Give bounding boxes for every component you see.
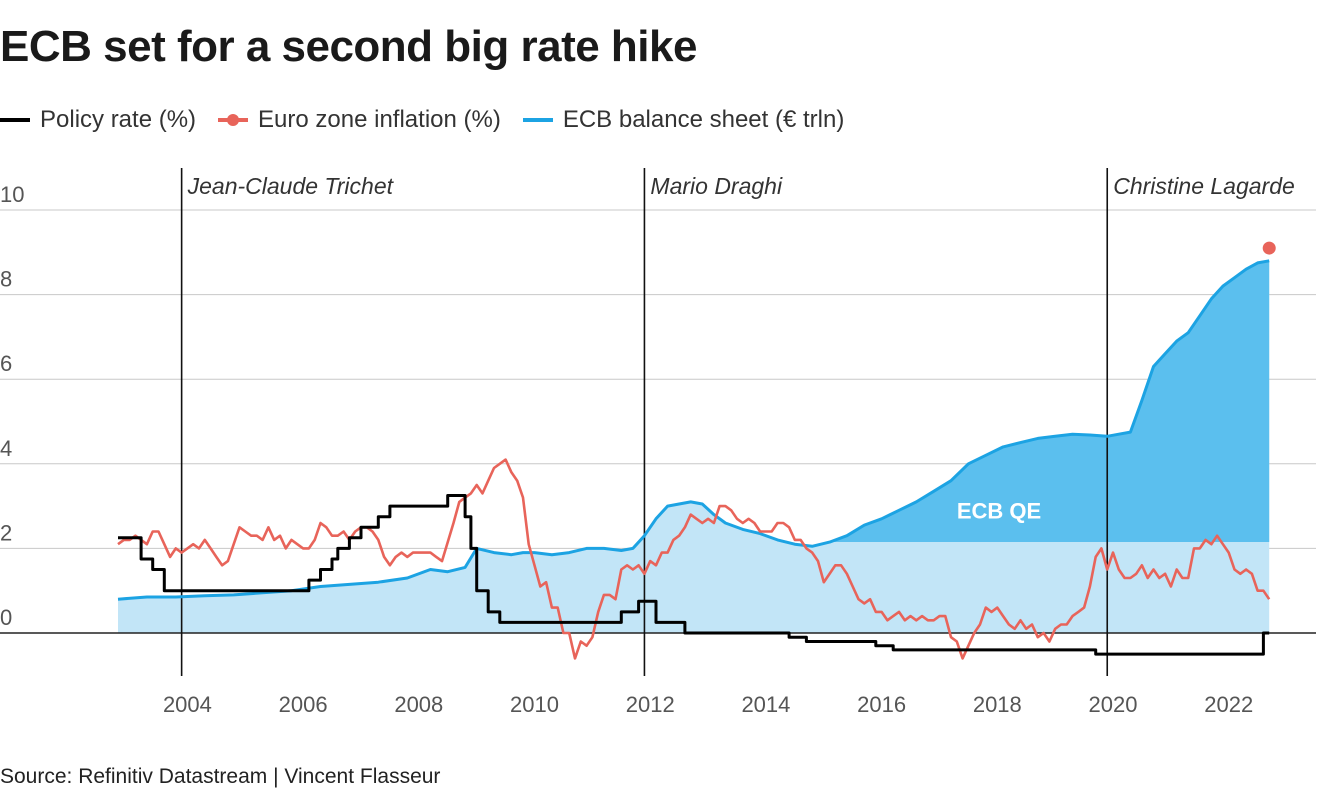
x-tick-label: 2008 <box>394 692 443 717</box>
legend-label-balance-sheet: ECB balance sheet (€ trln) <box>562 106 845 133</box>
legend-swatch-balance-sheet <box>522 118 553 122</box>
inflation-line <box>117 458 1271 660</box>
policy-rate-line <box>118 494 1270 656</box>
legend: Policy rate (%) Euro zone inflation (%) … <box>0 106 866 134</box>
y-tick-label: 4 <box>0 436 12 461</box>
leader-label: Jean-Claude Trichet <box>187 173 395 199</box>
inflation-end-marker <box>1262 241 1276 255</box>
legend-label-policy-rate: Policy rate (%) <box>40 106 197 133</box>
balance-sheet-line <box>117 259 1270 601</box>
y-tick-label: 10 <box>0 182 24 207</box>
legend-swatch-inflation <box>218 114 249 126</box>
x-tick-label: 2016 <box>857 692 906 717</box>
legend-item-inflation: Euro zone inflation (%) <box>218 106 501 134</box>
x-tick-label: 2022 <box>1204 692 1253 717</box>
x-tick-label: 2010 <box>510 692 559 717</box>
x-tick-label: 2020 <box>1089 692 1138 717</box>
x-tick-label: 2018 <box>973 692 1022 717</box>
x-tick-label: 2014 <box>741 692 790 717</box>
legend-label-inflation: Euro zone inflation (%) <box>258 106 501 133</box>
source-note: Source: Refinitiv Datastream | Vincent F… <box>0 765 441 788</box>
y-tick-label: 6 <box>0 351 12 376</box>
y-tick-label: 8 <box>0 267 12 292</box>
qe-label: ECB QE <box>957 498 1041 523</box>
leader-label: Christine Lagarde <box>1113 173 1295 199</box>
legend-item-balance-sheet: ECB balance sheet (€ trln) <box>522 106 845 134</box>
x-tick-label: 2012 <box>626 692 675 717</box>
legend-item-policy-rate: Policy rate (%) <box>0 106 196 134</box>
y-tick-label: 0 <box>0 605 12 630</box>
x-tick-label: 2004 <box>163 692 212 717</box>
legend-swatch-policy-rate <box>0 118 30 122</box>
x-tick-label: 2006 <box>279 692 328 717</box>
qe-area <box>823 260 1270 543</box>
leader-label: Mario Draghi <box>650 173 783 199</box>
y-tick-label: 2 <box>0 520 12 545</box>
chart-title: ECB set for a second big rate hike <box>0 22 697 71</box>
